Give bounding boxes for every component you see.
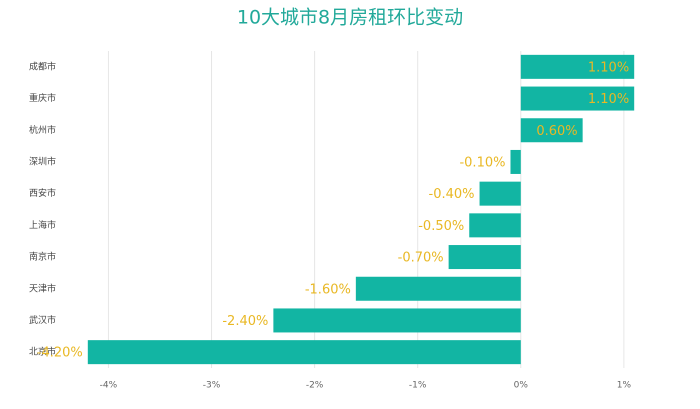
value-label: 1.10% [588,60,629,75]
bar [469,213,521,238]
x-tick-label: 0% [514,381,529,391]
bar [520,54,635,79]
y-tick-label: 重庆市 [29,92,56,104]
value-label: -0.10% [459,155,505,170]
value-label: 0.60% [536,124,577,139]
value-label: -4.20% [37,346,83,361]
value-label: -0.40% [429,187,475,202]
value-label: -0.70% [398,251,444,266]
bar [448,245,521,270]
x-tick-label: -1% [409,381,427,391]
y-tick-label: 成都市 [29,60,56,72]
bar [520,86,635,111]
y-tick-label: 西安市 [29,187,56,199]
bar [479,181,521,206]
bar [510,149,521,174]
x-tick-label: -4% [100,381,118,391]
bar [273,308,521,333]
y-tick-label: 深圳市 [29,155,56,167]
y-tick-label: 武汉市 [29,314,56,326]
x-tick-label: -2% [306,381,324,391]
value-label: 1.10% [588,92,629,107]
chart-title: 10大城市8月房租环比变动 [237,7,463,29]
bar [355,276,521,301]
x-tick-label: -3% [203,381,221,391]
y-tick-label: 北京市 [29,346,56,358]
y-tick-label: 天津市 [29,282,56,294]
value-label: -0.50% [418,219,464,234]
value-label: -1.60% [305,282,351,297]
y-tick-label: 上海市 [29,219,56,231]
x-tick-label: 1% [617,381,632,391]
bar [520,118,583,143]
y-tick-label: 杭州市 [29,124,56,136]
bar [87,340,521,365]
value-label: -2.40% [222,314,268,329]
y-tick-label: 南京市 [29,251,56,263]
